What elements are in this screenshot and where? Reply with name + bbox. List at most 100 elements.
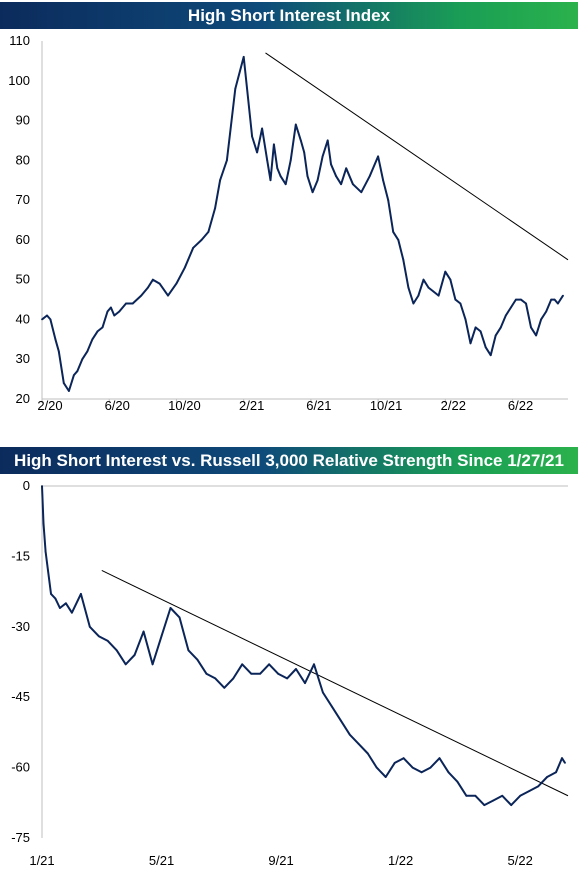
data-point [214,207,217,210]
data-point [304,682,306,684]
y-tick-label: -30 [11,619,30,634]
data-point [561,757,563,760]
data-point [479,330,482,333]
data-point [499,326,502,329]
data-point [407,286,410,289]
data-point [187,649,190,652]
data-point [251,135,254,138]
data-point [101,326,104,329]
data-point [81,358,84,361]
data-point [158,282,161,285]
series-line [41,485,566,807]
y-tick-label: 30 [16,351,30,366]
y-tick-label: 90 [16,113,30,128]
data-point [384,776,387,778]
data-point [465,794,468,797]
data-point [110,306,112,309]
data-point [335,175,337,178]
data-point [131,302,134,305]
data-point [152,278,154,281]
trendline [265,52,569,261]
data-point [494,334,497,337]
data-point [321,155,324,158]
data-point [80,593,82,595]
data-point [106,640,109,642]
data-point [469,342,472,345]
data-point [537,785,539,788]
data-point [54,338,57,341]
data-point [73,374,75,376]
data-point [226,159,228,162]
data-point [62,382,65,384]
chart-2-axes [41,485,568,838]
data-point [555,771,557,774]
x-tick-label: 5/22 [508,853,533,868]
data-point [535,334,537,337]
data-point [219,179,222,182]
x-tick-label: 5/21 [149,853,174,868]
chart-1-title: High Short Interest Index [0,2,578,29]
data-point [183,266,186,269]
data-point [196,658,199,661]
data-point [41,318,43,321]
data-point [266,159,269,162]
data-point [214,677,217,680]
data-point [133,654,136,656]
data-point [501,794,504,797]
x-tick-label: 6/21 [306,398,331,411]
data-point [232,677,235,680]
chart-1-series [41,55,564,392]
data-point [294,123,297,126]
x-tick-label: 1/22 [388,853,413,868]
data-point [515,298,517,301]
data-point [322,691,324,694]
data-point [115,649,118,652]
data-point [54,597,57,600]
data-point [427,286,430,289]
data-point [474,326,477,329]
data-point [140,294,143,297]
data-point [489,354,492,357]
data-point [402,258,405,261]
y-tick-label: 80 [16,152,30,167]
data-point [151,663,154,666]
y-tick-label: 50 [16,272,30,287]
data-point [295,668,297,670]
data-point [449,278,452,281]
data-point [106,310,109,313]
data-point [118,310,121,313]
y-tick-label: -60 [11,760,30,775]
data-point [360,191,363,194]
data-point [438,757,441,760]
data-point [286,677,288,680]
data-point [564,762,566,764]
data-point [169,607,172,609]
data-point [234,87,237,90]
data-point [299,139,302,142]
data-point [277,672,279,675]
data-point [124,663,127,666]
data-point [160,635,163,638]
data-point [492,799,495,802]
data-point [352,183,354,186]
data-point [393,762,396,764]
chart-2-trendline [101,570,569,797]
data-point [540,318,542,321]
x-tick-label: 6/22 [508,398,533,411]
data-point [545,310,548,313]
data-point [205,672,208,675]
data-point [432,290,435,293]
data-point [447,771,450,774]
data-point [96,330,99,333]
data-point [348,733,351,736]
y-tick-label: 40 [16,311,30,326]
data-point [200,239,203,241]
data-point [268,663,270,666]
data-point [375,766,378,769]
data-point [316,179,319,182]
data-point [420,771,423,774]
data-point [91,338,94,341]
data-point [223,686,226,689]
chart-1: 110 100 90 80 70 60 50 40 30 20 2/20 6/20 10/20 2/21 6… [8,33,569,411]
data-point [256,151,258,154]
